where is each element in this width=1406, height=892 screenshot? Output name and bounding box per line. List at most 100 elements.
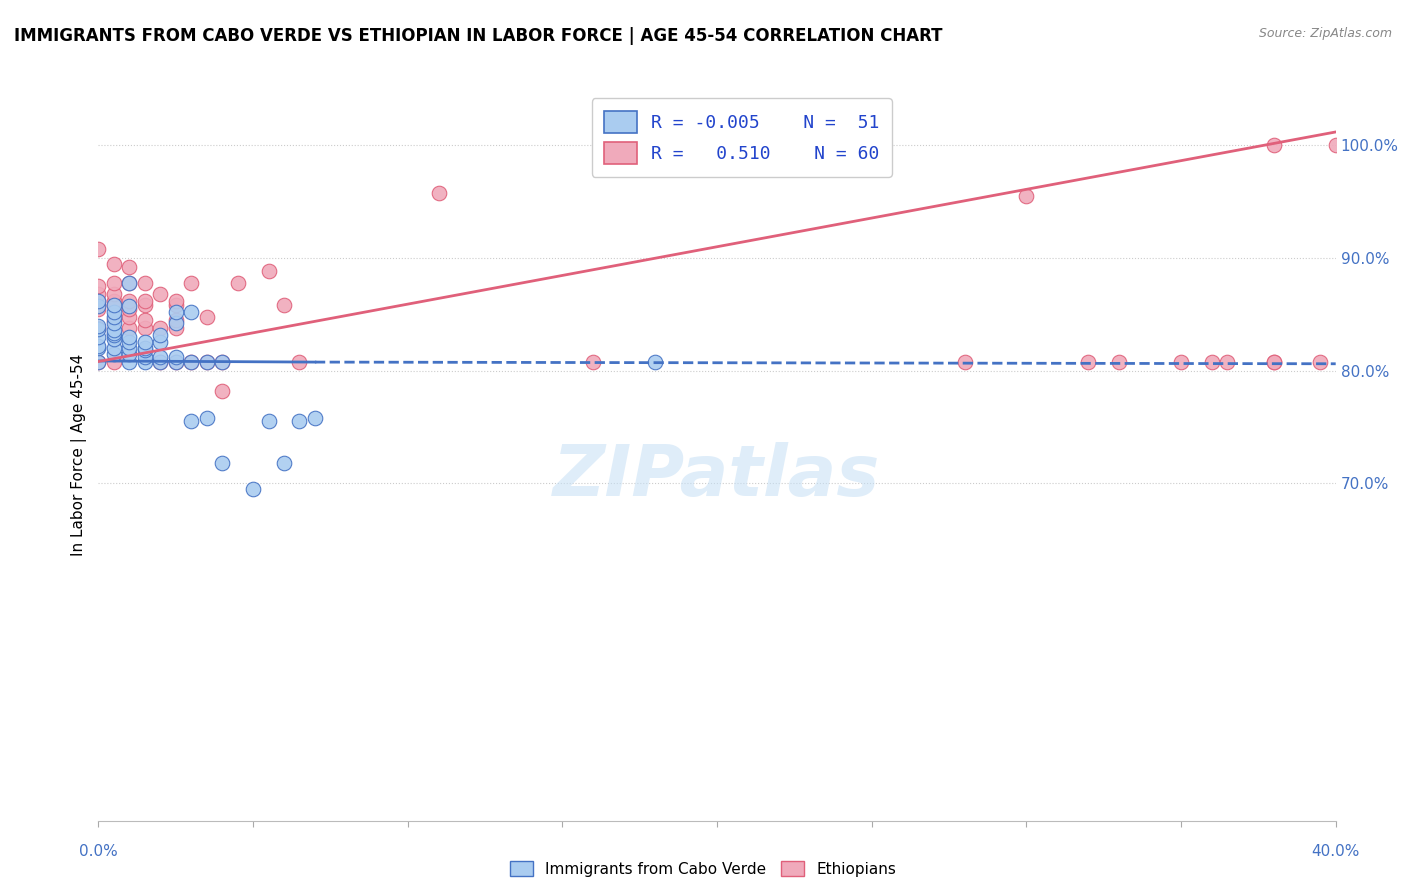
Point [226,276,249,290]
Point [1309,354,1331,368]
Point [103,326,125,341]
Point [644,354,666,368]
Point [103,316,125,330]
Point [134,335,156,350]
Text: 0.0%: 0.0% [79,845,118,859]
Point [953,354,976,368]
Point [87,339,110,353]
Point [830,138,852,153]
Point [211,384,233,398]
Point [582,354,605,368]
Point [87,298,110,312]
Point [165,305,187,319]
Point [165,354,187,368]
Point [273,298,295,312]
Point [134,320,156,334]
Point [149,354,172,368]
Point [149,327,172,342]
Point [195,354,218,368]
Point [103,341,125,355]
Point [195,354,218,368]
Point [103,298,125,312]
Point [103,313,125,327]
Point [1263,354,1285,368]
Text: IMMIGRANTS FROM CABO VERDE VS ETHIOPIAN IN LABOR FORCE | AGE 45-54 CORRELATION C: IMMIGRANTS FROM CABO VERDE VS ETHIOPIAN … [14,27,942,45]
Point [103,293,125,308]
Point [149,350,172,364]
Point [211,354,233,368]
Text: 40.0%: 40.0% [1312,845,1360,859]
Point [1015,189,1038,203]
Point [134,341,156,355]
Point [165,298,187,312]
Point [165,293,187,308]
Point [118,299,141,313]
Point [257,264,280,278]
Point [118,276,141,290]
Point [118,335,141,350]
Point [149,335,172,350]
Point [257,414,280,428]
Point [103,310,125,324]
Point [87,279,110,293]
Point [1077,354,1099,368]
Point [1108,354,1130,368]
Point [134,293,156,308]
Point [87,341,110,355]
Point [304,410,326,425]
Point [118,341,141,355]
Point [103,354,125,368]
Point [1170,354,1192,368]
Point [211,354,233,368]
Point [118,310,141,324]
Point [180,305,202,319]
Point [165,313,187,327]
Point [1216,354,1239,368]
Point [118,330,141,344]
Point [134,350,156,364]
Point [195,310,218,324]
Point [87,318,110,333]
Point [87,301,110,316]
Point [87,322,110,336]
Legend: Immigrants from Cabo Verde, Ethiopians: Immigrants from Cabo Verde, Ethiopians [502,853,904,884]
Point [242,482,264,496]
Point [87,354,110,368]
Point [103,332,125,346]
Point [134,276,156,290]
Point [149,320,172,334]
Point [103,323,125,337]
Point [273,456,295,470]
Y-axis label: In Labor Force | Age 45-54: In Labor Force | Age 45-54 [72,354,87,556]
Point [118,293,141,308]
Point [1263,354,1285,368]
Point [1201,354,1223,368]
Point [165,350,187,364]
Point [180,354,202,368]
Point [87,287,110,301]
Point [288,354,311,368]
Point [180,276,202,290]
Point [134,343,156,358]
Point [118,354,141,368]
Point [1324,138,1347,153]
Point [103,287,125,301]
Point [211,456,233,470]
Point [103,346,125,360]
Point [103,257,125,271]
Text: Source: ZipAtlas.com: Source: ZipAtlas.com [1258,27,1392,40]
Point [195,410,218,425]
Point [103,305,125,319]
Text: ZIPatlas: ZIPatlas [554,442,880,511]
Point [103,276,125,290]
Point [118,346,141,360]
Point [118,276,141,290]
Point [87,320,110,334]
Point [165,316,187,330]
Point [427,186,450,200]
Point [87,299,110,313]
Point [103,298,125,312]
Point [87,354,110,368]
Point [149,287,172,301]
Point [103,327,125,342]
